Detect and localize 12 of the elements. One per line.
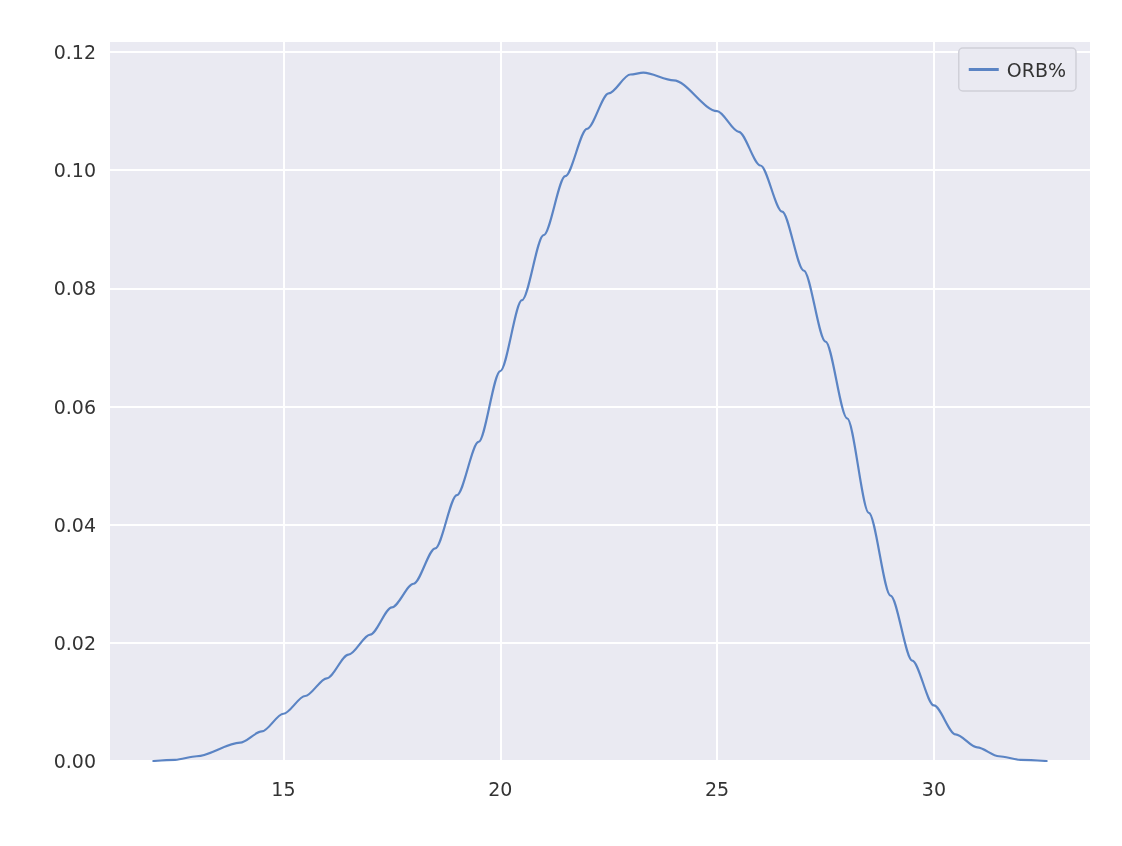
x-tick-label: 20 bbox=[488, 777, 513, 800]
y-tick-label: 0.06 bbox=[53, 395, 96, 418]
y-tick-label: 0.02 bbox=[53, 631, 96, 654]
x-tick-label: 25 bbox=[704, 777, 730, 800]
x-tick-label: 30 bbox=[921, 777, 946, 800]
x-tick-label: 15 bbox=[271, 777, 296, 800]
y-tick-label: 0.08 bbox=[53, 277, 96, 300]
y-tick-label: 0.04 bbox=[53, 513, 96, 536]
y-tick-label: 0.00 bbox=[53, 750, 96, 772]
y-tick-label: 0.10 bbox=[53, 159, 96, 182]
y-tick-label: 0.12 bbox=[53, 41, 96, 64]
legend-label: ORB% bbox=[1006, 58, 1066, 81]
